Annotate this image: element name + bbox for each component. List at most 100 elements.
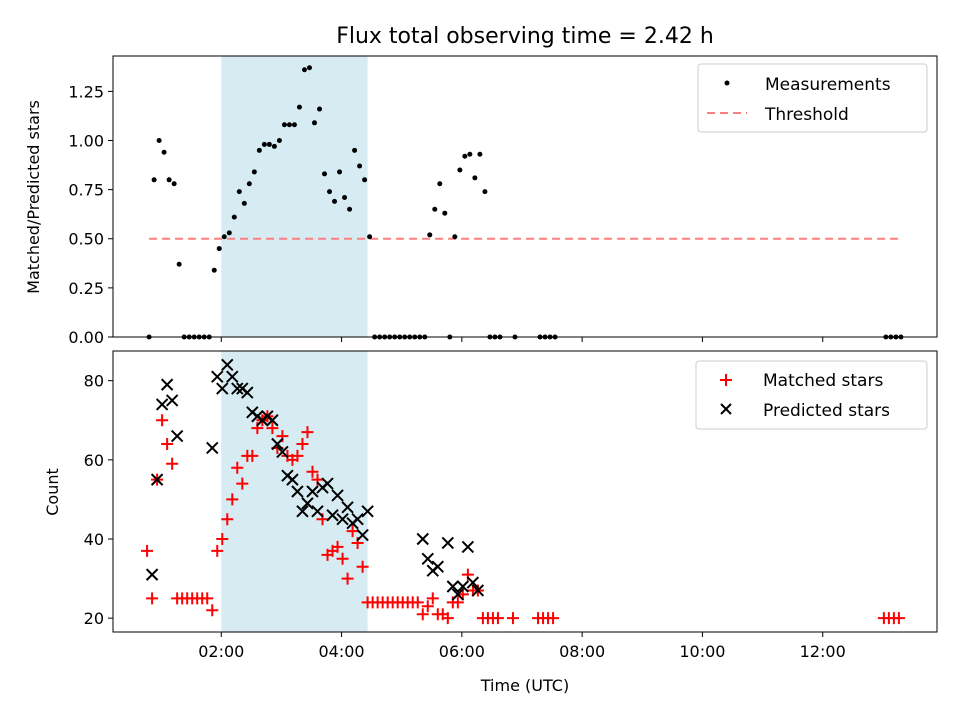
- measurement-point: [281, 122, 287, 128]
- measurement-point: [176, 261, 182, 267]
- matched-star-point: [226, 493, 239, 506]
- matched-star-point: [416, 608, 429, 621]
- measurement-point: [322, 171, 328, 177]
- top-y-tick-label: 1.00: [68, 131, 104, 150]
- measurement-point: [317, 106, 323, 112]
- bottom-y-ticks: 20 40 60 80: [84, 372, 113, 628]
- measurement-point: [327, 189, 333, 195]
- matched-star-point: [341, 572, 354, 585]
- legend-measurements-label: Measurements: [765, 75, 891, 95]
- legend-threshold-label: Threshold: [764, 105, 849, 125]
- measurement-point: [482, 189, 488, 195]
- predicted-star-point: [446, 580, 460, 593]
- predicted-star-point: [321, 477, 334, 490]
- x-tick-label: 08:00: [559, 642, 605, 661]
- measurement-point: [226, 230, 232, 236]
- predicted-star-point: [351, 512, 364, 526]
- bottom-y-axis-label: Count: [43, 468, 62, 516]
- predicted-star-point: [356, 528, 369, 542]
- measurement-point: [337, 169, 343, 175]
- matched-star-point: [346, 525, 359, 538]
- measurement-point: [467, 151, 473, 157]
- measurement-point: [216, 246, 222, 252]
- matched-star-point: [221, 513, 234, 526]
- top-axes-frame: [112, 55, 938, 338]
- predicted-star-point: [155, 398, 169, 411]
- measurement-point: [266, 141, 272, 147]
- top-y-tick-label: 1.25: [68, 82, 104, 101]
- legend-matched-marker: [720, 374, 732, 386]
- legend-predicted-marker: [720, 403, 732, 415]
- x-tick-label: 04:00: [319, 642, 365, 661]
- top-y-tick-label: 0.50: [68, 230, 104, 249]
- predicted-star-point: [461, 540, 475, 554]
- matched-star-point: [166, 457, 179, 470]
- measurement-point: [347, 206, 353, 212]
- matched-star-point: [331, 540, 344, 553]
- measurement-point: [457, 167, 463, 173]
- predicted-star-point: [341, 501, 354, 514]
- matched-star-point: [246, 449, 259, 462]
- measurement-point: [291, 122, 297, 128]
- measurement-point: [286, 122, 292, 128]
- measurement-point: [241, 200, 247, 206]
- predicted-star-point: [296, 505, 309, 518]
- predicted-star-point: [331, 489, 344, 502]
- measurement-point: [367, 234, 373, 240]
- predicted-star-point: [416, 532, 429, 546]
- top-x-ticks: [220, 337, 824, 342]
- measurement-point: [171, 181, 177, 187]
- predicted-star-point: [206, 441, 219, 455]
- top-y-tick-label: 0.00: [68, 328, 104, 347]
- top-y-axis-label: Matched/Predicted stars: [24, 100, 43, 294]
- predicted-star-point: [165, 394, 179, 407]
- predicted-star-point: [221, 358, 234, 372]
- measurement-point: [166, 177, 172, 183]
- bottom-y-tick-label: 80: [84, 372, 104, 391]
- matched-star-point: [451, 596, 464, 609]
- predicted-star-point: [441, 536, 455, 550]
- bottom-axes-frame: [112, 350, 938, 633]
- matched-star-point: [301, 426, 314, 439]
- predicted-star-point: [311, 505, 324, 518]
- measurement-point: [332, 198, 338, 204]
- measurement-point: [301, 67, 307, 73]
- bottom-legend: Matched stars Predicted stars: [695, 360, 928, 430]
- matched-star-point: [161, 438, 174, 451]
- predicted-star-point: [361, 505, 374, 518]
- top-legend-box: [697, 63, 928, 133]
- top-panel: 0.00 0.25 0.50 0.75 1.00 1.25 Matched/Predict…: [24, 55, 938, 347]
- matched-star-point: [426, 592, 439, 605]
- matched-star-point: [411, 596, 424, 609]
- legend-predicted-label: Predicted stars: [763, 401, 890, 421]
- matched-star-point: [231, 461, 244, 474]
- predicted-star-point: [326, 509, 339, 522]
- legend-measurement-marker: [724, 80, 730, 86]
- predicted-star-point: [211, 370, 224, 383]
- bottom-y-tick-label: 40: [84, 530, 104, 549]
- predicted-star-point: [145, 568, 159, 581]
- measurement-point: [437, 181, 443, 187]
- predicted-star-point: [160, 378, 174, 391]
- predicted-star-point: [421, 552, 434, 565]
- x-tick-label: 06:00: [439, 642, 485, 661]
- measurement-point: [357, 163, 363, 169]
- measurement-point: [432, 206, 438, 212]
- measurement-point: [276, 137, 282, 143]
- measurement-point: [271, 143, 277, 149]
- matched-star-point: [146, 592, 159, 605]
- predicted-star-point: [170, 429, 184, 443]
- predicted-star-point: [271, 437, 284, 451]
- measurement-point: [442, 210, 448, 216]
- measurement-point: [462, 153, 468, 159]
- measurement-point: [452, 234, 458, 240]
- predicted-star-point: [266, 414, 279, 427]
- predicted-star-point: [286, 473, 299, 486]
- measurement-point: [477, 151, 483, 157]
- predicted-star-point: [451, 588, 465, 601]
- matched-star-point: [206, 604, 219, 617]
- measurement-point: [296, 104, 302, 110]
- matched-star-point: [421, 600, 434, 613]
- measurement-point: [362, 177, 368, 183]
- bottom-legend-box: [695, 360, 928, 430]
